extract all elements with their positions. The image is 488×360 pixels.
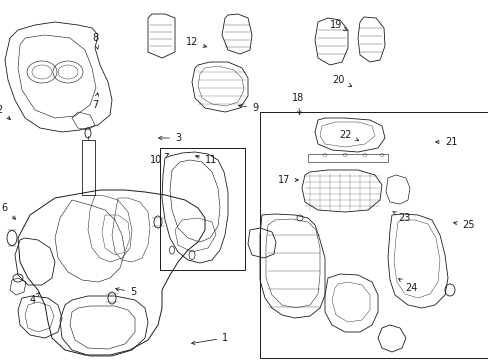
- Text: 2: 2: [0, 105, 10, 120]
- Text: 1: 1: [191, 333, 228, 345]
- Text: 21: 21: [435, 137, 456, 147]
- Text: 19: 19: [329, 20, 346, 31]
- Text: 12: 12: [185, 37, 206, 48]
- Text: 10: 10: [149, 154, 168, 165]
- Text: 11: 11: [195, 155, 217, 165]
- Text: 13: 13: [0, 359, 1, 360]
- Text: 20: 20: [332, 75, 351, 86]
- Text: 3: 3: [158, 133, 181, 143]
- Text: 6: 6: [2, 203, 16, 219]
- Text: 14: 14: [0, 359, 1, 360]
- Text: 8: 8: [92, 33, 99, 49]
- Text: 25: 25: [453, 220, 473, 230]
- Text: 15: 15: [0, 359, 1, 360]
- Text: 16: 16: [0, 359, 1, 360]
- Text: 18: 18: [291, 93, 304, 114]
- Text: 24: 24: [398, 279, 417, 293]
- Text: 23: 23: [392, 212, 409, 223]
- Text: 5: 5: [115, 287, 136, 297]
- Text: 9: 9: [238, 103, 258, 113]
- Text: 22: 22: [339, 130, 358, 141]
- Text: 4: 4: [30, 293, 40, 305]
- Text: 7: 7: [92, 93, 99, 110]
- Text: 17: 17: [277, 175, 298, 185]
